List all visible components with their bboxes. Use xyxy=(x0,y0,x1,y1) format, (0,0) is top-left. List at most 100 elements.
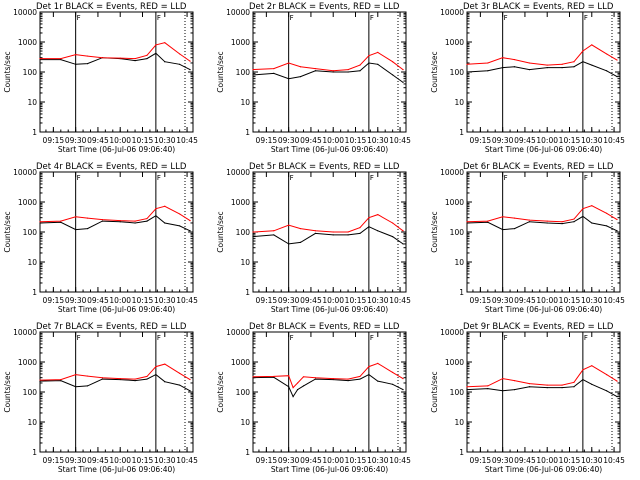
series-point xyxy=(60,57,62,60)
series-point xyxy=(119,57,121,59)
series-line xyxy=(39,205,191,223)
series-point xyxy=(119,221,121,223)
series-point xyxy=(164,205,166,207)
series-point xyxy=(164,61,166,63)
series-point xyxy=(402,230,404,232)
marker-label: F xyxy=(584,334,588,342)
panel-2: Det 2r BLACK = Events, RED = LLD 1 10 100 10… xyxy=(216,2,411,154)
series-point xyxy=(392,236,394,238)
series-line xyxy=(39,363,191,381)
series-point xyxy=(368,62,370,64)
series-point xyxy=(164,222,166,224)
x-tick-label: 10:00 xyxy=(536,136,558,145)
y-tick-label: 10000 xyxy=(13,328,37,337)
series-point xyxy=(487,70,489,72)
x-tick-label: 10:00 xyxy=(109,456,131,465)
series-point xyxy=(377,380,379,382)
x-axis-label: Start Time (06-Jul-06 09:06:40) xyxy=(271,465,388,474)
y-tick-label: 10000 xyxy=(440,8,464,17)
x-tick-label: 09:15 xyxy=(470,136,492,145)
x-tick-label: 09:15 xyxy=(470,296,492,305)
x-tick-label: 10:15 xyxy=(559,136,581,145)
series-point xyxy=(487,62,489,64)
y-tick-label: 100 xyxy=(23,388,38,397)
series-point xyxy=(606,390,608,392)
x-tick-label: 10:00 xyxy=(536,456,558,465)
series-point xyxy=(164,363,166,365)
series-point xyxy=(368,217,370,219)
x-tick-label: 10:45 xyxy=(176,456,198,465)
series-line xyxy=(466,205,618,223)
series-point xyxy=(528,383,530,385)
series-point xyxy=(86,375,89,377)
series-point xyxy=(299,227,302,230)
series-point xyxy=(591,365,593,367)
series-point xyxy=(573,381,575,383)
series-point xyxy=(466,389,468,391)
x-tick-label: 09:30 xyxy=(278,456,300,465)
x-axis-label: Start Time (06-Jul-06 09:06:40) xyxy=(271,305,388,314)
y-tick-label: 1000 xyxy=(18,38,37,47)
series-point xyxy=(86,217,89,219)
series-point xyxy=(561,67,563,69)
x-tick-label: 10:00 xyxy=(322,296,344,305)
series-point xyxy=(402,377,404,380)
marker-label: F xyxy=(157,14,161,22)
series-point xyxy=(582,215,584,218)
series-point xyxy=(616,218,618,221)
series-point xyxy=(164,381,166,383)
series-point xyxy=(101,377,103,379)
series-point xyxy=(101,57,103,59)
series-point xyxy=(299,66,302,68)
series-point xyxy=(347,231,349,233)
panel-title: Det 1r BLACK = Events, RED = LLD xyxy=(36,2,187,12)
series-point xyxy=(466,63,468,65)
x-tick-label: 09:45 xyxy=(87,456,109,465)
series-point xyxy=(606,70,608,72)
plot-frame xyxy=(39,171,194,293)
series-point xyxy=(528,69,530,71)
series-point xyxy=(146,375,148,378)
x-tick-label: 10:15 xyxy=(132,296,154,305)
series-point xyxy=(502,229,504,231)
y-tick-label: 100 xyxy=(236,68,251,77)
series-point xyxy=(359,378,361,380)
series-point xyxy=(591,222,593,224)
series-point xyxy=(466,222,468,224)
marker-label: F xyxy=(157,334,161,342)
x-tick-label: 09:45 xyxy=(300,136,322,145)
x-tick-label: 10:45 xyxy=(603,296,625,305)
series-point xyxy=(146,57,148,60)
series-point xyxy=(591,383,593,385)
series-line xyxy=(252,226,404,245)
y-tick-label: 1 xyxy=(32,128,37,137)
y-tick-label: 1000 xyxy=(231,38,250,47)
series-point xyxy=(487,385,489,387)
series-point xyxy=(561,223,563,225)
series-point xyxy=(288,78,290,80)
series-point xyxy=(302,376,305,378)
series-point xyxy=(39,58,41,61)
y-tick-label: 10 xyxy=(27,98,37,107)
x-tick-label: 10:15 xyxy=(345,296,367,305)
series-point xyxy=(164,42,166,44)
series-point xyxy=(392,371,394,374)
series-line xyxy=(252,214,404,233)
series-point xyxy=(502,390,504,392)
series-point xyxy=(299,241,302,244)
y-tick-label: 100 xyxy=(236,228,251,237)
panel-5: Det 5r BLACK = Events, RED = LLD 1 10 100 10… xyxy=(216,162,411,314)
series-point xyxy=(546,222,548,224)
y-axis-label: Counts/sec xyxy=(430,51,439,92)
series-point xyxy=(119,219,121,222)
x-tick-label: 10:45 xyxy=(176,136,198,145)
series-point xyxy=(502,377,504,380)
series-point xyxy=(528,62,530,64)
x-tick-label: 09:45 xyxy=(87,296,109,305)
series-point xyxy=(155,44,157,46)
series-point xyxy=(359,70,361,72)
y-tick-label: 10000 xyxy=(13,168,37,177)
x-tick-label: 10:15 xyxy=(559,456,581,465)
series-point xyxy=(616,380,618,382)
series-point xyxy=(359,232,361,234)
